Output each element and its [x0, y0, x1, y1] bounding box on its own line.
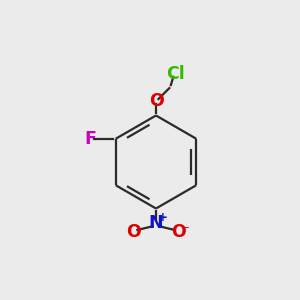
Text: N: N — [149, 214, 163, 232]
Text: +: + — [158, 212, 167, 224]
Text: O: O — [171, 223, 186, 241]
Text: Cl: Cl — [166, 65, 185, 83]
Text: ⁻: ⁻ — [182, 224, 189, 237]
Text: O: O — [148, 92, 164, 110]
Text: O: O — [126, 223, 141, 241]
Text: F: F — [84, 130, 96, 148]
